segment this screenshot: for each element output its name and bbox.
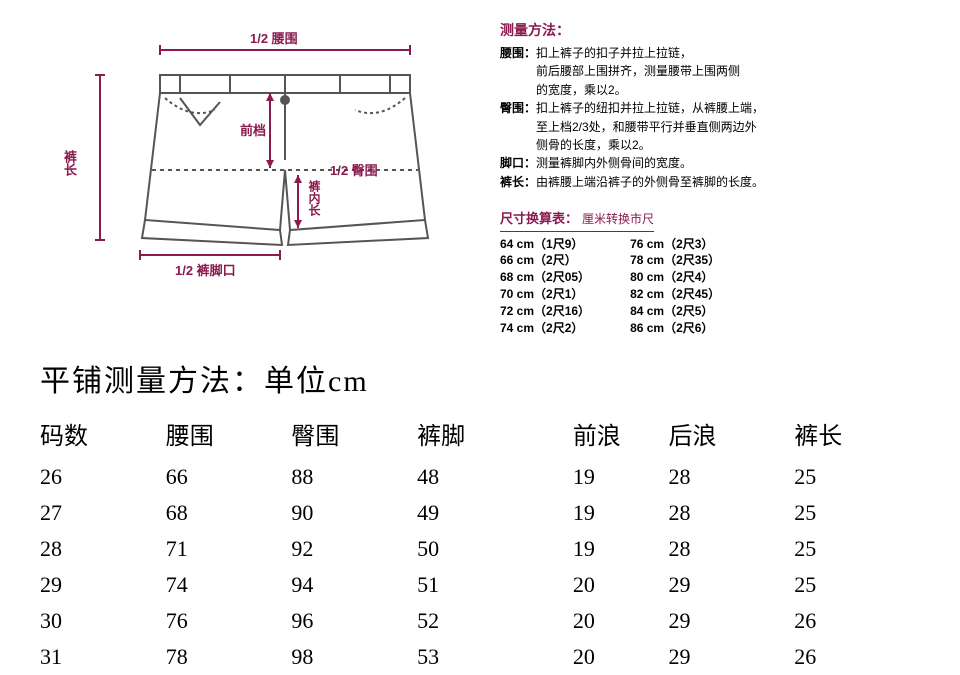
method-line: 的宽度，乘以2。	[500, 82, 930, 99]
conversion-row: 82 cm（2尺45）	[630, 286, 720, 303]
size-cell: 50	[417, 531, 543, 567]
table-row: 27689049192825	[40, 495, 920, 531]
conversion-row: 80 cm（2尺4）	[630, 269, 720, 286]
size-cell: 20	[543, 639, 669, 675]
conversion-row: 68 cm（2尺05）	[500, 269, 590, 286]
size-cell: 53	[417, 639, 543, 675]
size-cell: 66	[166, 459, 292, 495]
size-header-cell: 裤脚	[417, 412, 543, 459]
conversion-title: 尺寸换算表：厘米转换市尺	[500, 209, 654, 232]
conversion-row: 64 cm（1尺9）	[500, 236, 590, 253]
conversion-table: 64 cm（1尺9）66 cm（2尺）68 cm（2尺05）70 cm（2尺1）…	[500, 236, 930, 337]
size-cell: 29	[40, 567, 166, 603]
method-line: 前后腰部上围拼齐，测量腰带上围两侧	[500, 63, 930, 80]
size-cell: 49	[417, 495, 543, 531]
size-cell: 26	[794, 603, 920, 639]
conversion-row: 84 cm（2尺5）	[630, 303, 720, 320]
label-length: 裤长	[60, 150, 79, 176]
table-row: 30769652202926	[40, 603, 920, 639]
size-cell: 76	[166, 603, 292, 639]
label-hip: 1/2 臀围	[330, 160, 378, 179]
size-cell: 26	[794, 639, 920, 675]
size-cell: 29	[669, 567, 795, 603]
size-cell: 71	[166, 531, 292, 567]
size-header-cell: 码数	[40, 412, 166, 459]
size-cell: 28	[669, 531, 795, 567]
label-frontrise: 前档	[240, 120, 266, 139]
size-cell: 19	[543, 495, 669, 531]
size-cell: 27	[40, 495, 166, 531]
method-title: 测量方法：	[500, 20, 930, 41]
size-cell: 25	[794, 567, 920, 603]
method-line: 腰围：扣上裤子的扣子并拉上拉链，	[500, 45, 930, 62]
shorts-diagram: 1/2 腰围 裤长 前档 1/2 臀围 裤内长 1/2 裤脚口	[30, 20, 470, 280]
size-cell: 51	[417, 567, 543, 603]
table-row: 29749451202925	[40, 567, 920, 603]
table-row: 31789853202926	[40, 639, 920, 675]
size-cell: 29	[669, 603, 795, 639]
size-cell: 29	[669, 639, 795, 675]
size-cell: 92	[291, 531, 417, 567]
method-line: 裤长：由裤腰上端沿裤子的外侧骨至裤脚的长度。	[500, 174, 930, 191]
size-cell: 31	[40, 639, 166, 675]
size-cell: 20	[543, 603, 669, 639]
size-header-cell: 后浪	[669, 412, 795, 459]
size-header-cell: 臀围	[291, 412, 417, 459]
size-cell: 25	[794, 531, 920, 567]
conversion-row: 74 cm（2尺2）	[500, 320, 590, 337]
table-row: 26668848192825	[40, 459, 920, 495]
size-cell: 30	[40, 603, 166, 639]
size-cell: 19	[543, 531, 669, 567]
size-cell: 48	[417, 459, 543, 495]
size-cell: 25	[794, 459, 920, 495]
measurement-info: 测量方法： 腰围：扣上裤子的扣子并拉上拉链， 前后腰部上围拼齐，测量腰带上围两侧…	[500, 20, 930, 336]
conversion-row: 72 cm（2尺16）	[500, 303, 590, 320]
conversion-row: 76 cm（2尺3）	[630, 236, 720, 253]
conversion-row: 86 cm（2尺6）	[630, 320, 720, 337]
size-cell: 68	[166, 495, 292, 531]
label-waist: 1/2 腰围	[250, 28, 298, 47]
size-cell: 52	[417, 603, 543, 639]
method-line: 臀围：扣上裤子的纽扣并拉上拉链，从裤腰上端，	[500, 100, 930, 117]
conversion-row: 78 cm（2尺35）	[630, 252, 720, 269]
method-line: 侧骨的长度，乘以2。	[500, 137, 930, 154]
size-header-cell: 裤长	[794, 412, 920, 459]
size-cell: 96	[291, 603, 417, 639]
size-cell: 26	[40, 459, 166, 495]
size-cell: 28	[669, 495, 795, 531]
method-line: 脚口：测量裤脚内外侧骨间的宽度。	[500, 155, 930, 172]
size-cell: 90	[291, 495, 417, 531]
size-cell: 98	[291, 639, 417, 675]
size-table: 码数腰围臀围裤脚前浪后浪裤长 2666884819282527689049192…	[40, 412, 920, 675]
size-cell: 28	[669, 459, 795, 495]
conversion-row: 66 cm（2尺）	[500, 252, 590, 269]
method-lines: 腰围：扣上裤子的扣子并拉上拉链， 前后腰部上围拼齐，测量腰带上围两侧 的宽度，乘…	[500, 45, 930, 191]
size-cell: 28	[40, 531, 166, 567]
size-cell: 20	[543, 567, 669, 603]
size-header-cell: 腰围	[166, 412, 292, 459]
label-hem: 1/2 裤脚口	[175, 260, 236, 279]
size-cell: 19	[543, 459, 669, 495]
table-row: 28719250192825	[40, 531, 920, 567]
conversion-row: 70 cm（2尺1）	[500, 286, 590, 303]
size-cell: 25	[794, 495, 920, 531]
size-cell: 88	[291, 459, 417, 495]
shorts-svg	[30, 20, 470, 280]
size-cell: 94	[291, 567, 417, 603]
label-inseam: 裤内长	[308, 180, 320, 218]
method-line: 至上档2/3处，和腰带平行并垂直侧两边外	[500, 119, 930, 136]
size-header-cell: 前浪	[543, 412, 669, 459]
flat-title: 平铺测量方法：单位cm	[40, 356, 920, 400]
size-cell: 74	[166, 567, 292, 603]
size-cell: 78	[166, 639, 292, 675]
